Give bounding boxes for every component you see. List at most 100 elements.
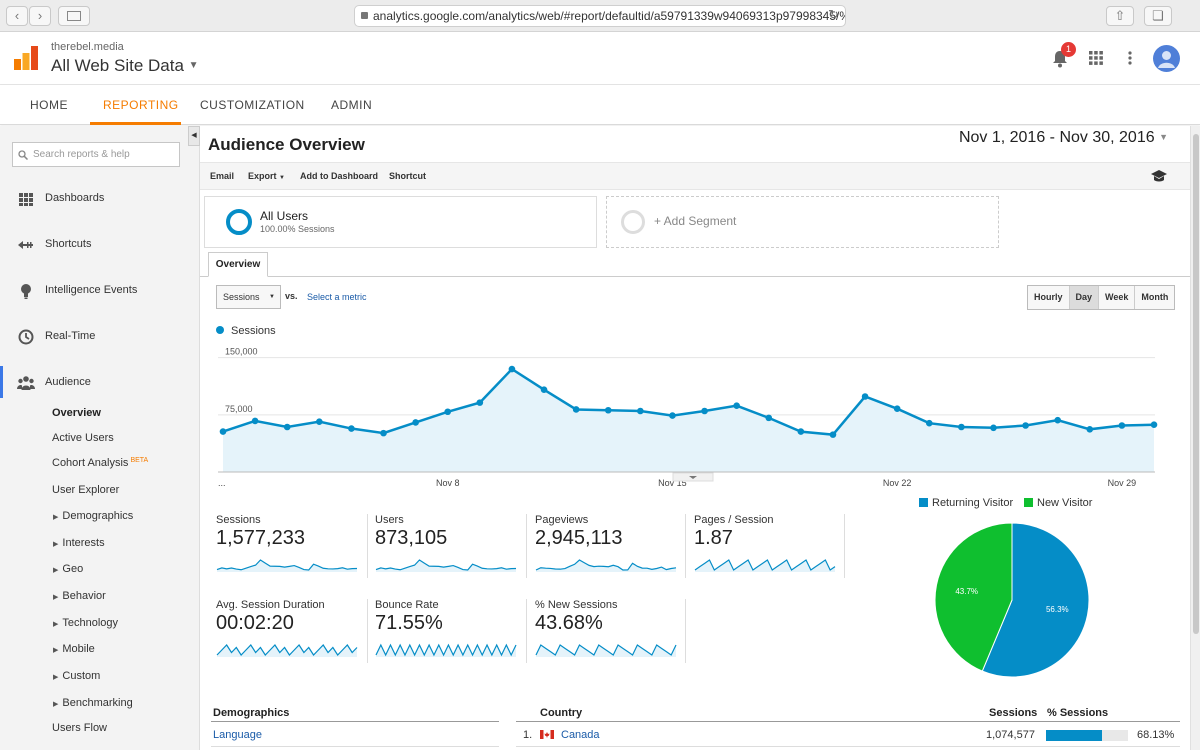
row-pct: 68.13% (1137, 729, 1175, 741)
sidebar-sub-benchmarking[interactable]: ▶ Benchmarking (53, 697, 133, 709)
expand-triangle-icon: ▶ (53, 541, 59, 548)
sidebar-toggle-button[interactable] (58, 6, 90, 26)
sidebar-item-intelligence-events[interactable]: Intelligence Events (0, 280, 200, 304)
sidebar-sub-label: Behavior (62, 590, 106, 602)
sidebar-item-shortcuts[interactable]: Shortcuts (0, 234, 200, 258)
date-range-selector[interactable]: Nov 1, 2016 - Nov 30, 2016 ▼ (959, 129, 1168, 147)
divider (526, 599, 527, 663)
sidebar-item-audience[interactable]: Audience (0, 372, 200, 396)
shortcut-button[interactable]: Shortcut (389, 171, 426, 181)
reload-icon[interactable]: ↻ (828, 7, 839, 22)
stat-value: 71.55% (375, 612, 443, 634)
back-button[interactable]: ‹ (6, 6, 28, 26)
language-link[interactable]: Language (213, 729, 262, 741)
segment-all-users[interactable]: All Users 100.00% Sessions (204, 196, 597, 248)
stat-value: 1,577,233 (216, 527, 305, 549)
month-button[interactable]: Month (1135, 286, 1175, 309)
segment-ring-icon (226, 209, 252, 235)
metric-select[interactable]: Sessions ▼ (216, 285, 281, 309)
tab-divider (200, 276, 1190, 277)
data-point (604, 406, 612, 414)
stat-value: 873,105 (375, 527, 448, 549)
property-selector[interactable]: All Web Site Data ▼ (51, 56, 199, 76)
stat-label: % New Sessions (535, 599, 618, 611)
forward-button[interactable]: › (29, 6, 51, 26)
sidebar-sub-label: Custom (62, 670, 101, 682)
page-scrollbar[interactable] (1190, 126, 1200, 750)
avatar[interactable] (1153, 45, 1180, 72)
data-point (669, 412, 676, 419)
sidebar-sub-interests[interactable]: ▶ Interests (53, 537, 105, 549)
sidebar-sub-users-flow[interactable]: Users Flow (52, 722, 108, 734)
email-button[interactable]: Email (210, 171, 235, 181)
tab-customization[interactable]: CUSTOMIZATION (200, 98, 305, 112)
collapse-sidebar-button[interactable]: ◀ (188, 126, 200, 146)
sidebar-sub-demographics[interactable]: ▶ Demographics (53, 510, 133, 522)
apps-grid-icon[interactable] (1089, 51, 1103, 65)
pie-slice (934, 522, 1013, 672)
sidebar-sub-overview[interactable]: Overview (52, 407, 101, 419)
tab-overview[interactable]: Overview (208, 252, 268, 277)
data-point (797, 428, 805, 435)
data-point (283, 423, 291, 431)
sidebar-sub-technology[interactable]: ▶ Technology (53, 617, 118, 629)
hourly-button[interactable]: Hourly (1028, 286, 1070, 309)
pct-bar-fill (1046, 730, 1102, 741)
sidebar-sub-behavior[interactable]: ▶ Behavior (53, 590, 106, 602)
sidebar-sub-active-users[interactable]: Active Users (52, 432, 114, 444)
stat-label: Avg. Session Duration (216, 599, 325, 611)
day-button[interactable]: Day (1069, 286, 1100, 309)
url-bar[interactable]: analytics.google.com/analytics/web/#repo… (354, 5, 846, 27)
sidebar-sub-cohort-analysis[interactable]: Cohort Analysis BETA (52, 457, 148, 469)
expand-triangle-icon: ▶ (53, 701, 59, 708)
export-label: Export (248, 171, 277, 181)
expand-triangle-icon: ▶ (53, 514, 59, 521)
week-button[interactable]: Week (1099, 286, 1136, 309)
sidebar-sub-user-explorer[interactable]: User Explorer (52, 484, 120, 496)
tab-home[interactable]: HOME (30, 98, 68, 112)
tabs-button[interactable]: ❏ (1144, 6, 1172, 26)
property-name: All Web Site Data (51, 56, 184, 75)
sidebar-sub-custom[interactable]: ▶ Custom (53, 670, 100, 682)
sidebar-sub-geo[interactable]: ▶ Geo (53, 563, 83, 575)
add-to-dashboard-button[interactable]: Add to Dashboard (300, 171, 378, 181)
x-tick-label: Nov 15 (658, 478, 687, 486)
stat-new-sessions: % New Sessions 43.68% (535, 599, 685, 679)
main-tabs: HOME REPORTING CUSTOMIZATION ADMIN (0, 85, 1200, 125)
graduation-cap-icon[interactable] (1150, 169, 1168, 183)
sidebar-item-real-time[interactable]: Real-Time (0, 326, 200, 350)
select-metric-link[interactable]: Select a metric (307, 292, 367, 302)
add-segment-button[interactable]: + Add Segment (606, 196, 999, 248)
segment-detail: 100.00% Sessions (260, 224, 335, 234)
beta-badge: BETA (130, 457, 149, 464)
sidebar-sub-label: Interests (62, 537, 105, 549)
more-vert-icon[interactable] (1127, 51, 1133, 65)
scrollbar-thumb[interactable] (1193, 134, 1199, 634)
sidebar-item-dashboards[interactable]: Dashboards (0, 188, 200, 212)
sparkline (535, 644, 677, 657)
search-input[interactable]: Search reports & help (12, 142, 180, 167)
tab-admin[interactable]: ADMIN (331, 98, 373, 112)
country-link-canada[interactable]: Canada (561, 729, 600, 741)
notifications-button[interactable]: 1 (1050, 42, 1076, 70)
export-button[interactable]: Export ▼ (248, 171, 285, 181)
sidebar-sub-label: Technology (62, 617, 119, 629)
legend-label: Returning Visitor (932, 497, 1014, 509)
data-point (1150, 421, 1158, 429)
data-point (1054, 416, 1061, 424)
stat-pages-per-session: Pages / Session 1.87 (694, 514, 844, 594)
sidebar-active-indicator (0, 366, 3, 398)
sparkline-line (216, 559, 358, 571)
share-button[interactable]: ⇧ (1106, 6, 1134, 26)
data-point (861, 393, 869, 400)
sidebar-sub-mobile[interactable]: ▶ Mobile (53, 643, 95, 655)
data-point (476, 399, 484, 406)
sparkline-area (217, 560, 357, 572)
lock-icon (361, 12, 368, 19)
tab-reporting[interactable]: REPORTING (103, 98, 179, 112)
divider (844, 514, 845, 578)
series-line (222, 367, 1155, 436)
stat-label: Sessions (216, 514, 261, 526)
url-text: analytics.google.com/analytics/web/#repo… (373, 9, 846, 23)
stat-label: Pageviews (535, 514, 589, 526)
